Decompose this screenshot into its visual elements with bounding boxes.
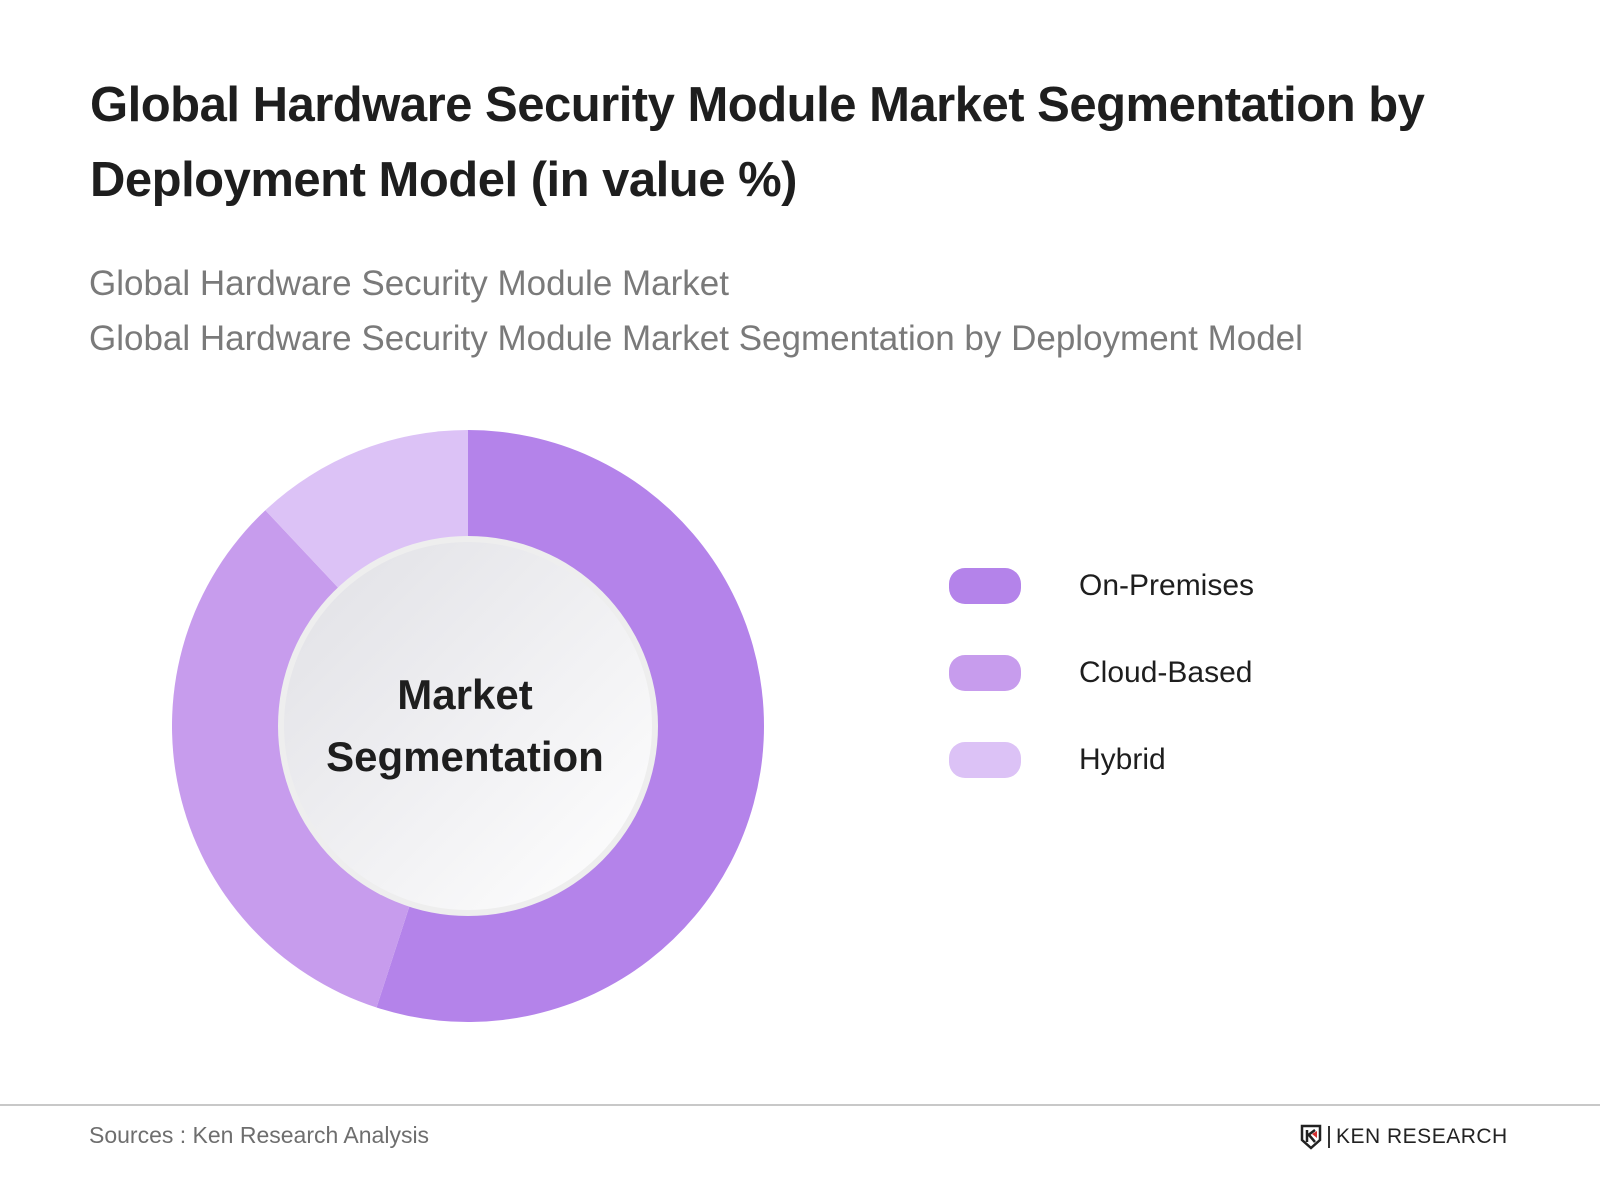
legend-label: Cloud-Based (1079, 655, 1253, 689)
footer-divider (0, 1104, 1600, 1106)
center-label-line-2: Segmentation (326, 733, 604, 780)
legend-swatch-on-premises (949, 567, 1021, 604)
logo-text: KEN RESEARCH (1336, 1125, 1508, 1148)
center-circle (284, 542, 652, 910)
ken-research-logo: KEN RESEARCH (1300, 1124, 1508, 1150)
legend-item-hybrid: Hybrid (949, 716, 1254, 803)
center-label: Market Segmentation (280, 541, 650, 911)
legend-swatch-hybrid (949, 741, 1021, 778)
chart-subtitle: Global Hardware Security Module Market G… (89, 256, 1349, 366)
legend-item-cloud-based: Cloud-Based (949, 629, 1254, 716)
legend: On-Premises Cloud-Based Hybrid (949, 542, 1254, 803)
ken-shield-icon (1300, 1124, 1322, 1150)
legend-swatch-cloud-based (949, 654, 1021, 691)
legend-label: Hybrid (1079, 742, 1166, 776)
source-note: Sources : Ken Research Analysis (89, 1122, 430, 1148)
center-label-line-1: Market (397, 671, 533, 718)
logo-separator (1328, 1126, 1330, 1148)
subtitle-line-1: Global Hardware Security Module Market (89, 264, 729, 303)
legend-label: On-Premises (1079, 568, 1255, 602)
legend-item-on-premises: On-Premises (949, 542, 1254, 629)
chart-title: Global Hardware Security Module Market S… (90, 78, 1425, 207)
subtitle-line-2: Global Hardware Security Module Market S… (89, 319, 1303, 358)
donut-chart (171, 430, 765, 1022)
